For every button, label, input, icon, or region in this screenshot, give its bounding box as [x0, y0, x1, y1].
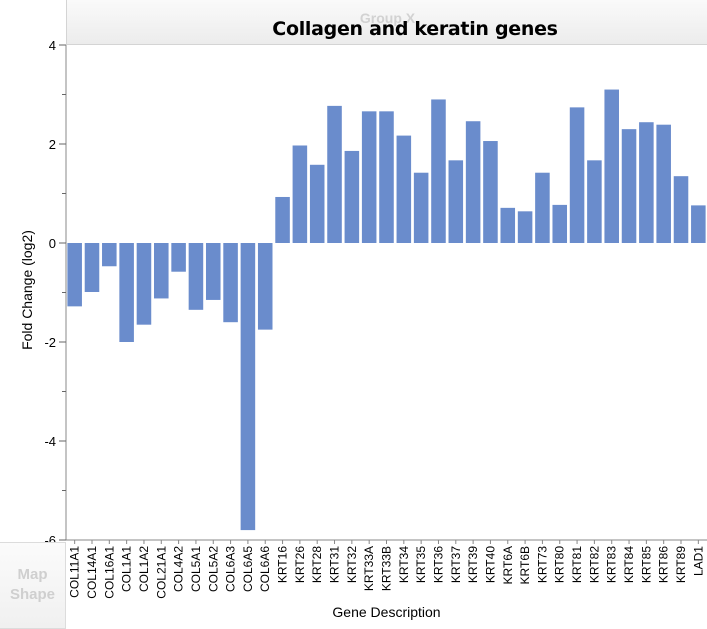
bar-col1a1[interactable]: [119, 243, 134, 342]
x-tick-label: KRT35: [414, 546, 428, 583]
x-tick-label: KRT28: [310, 546, 324, 583]
y-tick-label: -6: [44, 533, 56, 548]
x-tick-label: KRT86: [657, 546, 671, 583]
x-tick-label: KRT6B: [518, 546, 532, 584]
map-shape-line2: Shape: [9, 586, 55, 603]
x-tick-label: COL6A5: [241, 546, 255, 592]
y-tick-label: 4: [49, 38, 56, 53]
x-tick-label: COL5A1: [189, 546, 203, 592]
x-tick-label: COL1A2: [137, 546, 151, 592]
bar-krt36[interactable]: [431, 99, 446, 243]
map-shape-drop-zone[interactable]: Map Shape: [0, 542, 66, 629]
bar-krt33a[interactable]: [361, 111, 377, 243]
x-tick-label: COL14A1: [85, 546, 99, 599]
x-tick-label: KRT73: [535, 546, 549, 583]
bar-krt39[interactable]: [465, 121, 481, 243]
bar-col6a6[interactable]: [257, 243, 273, 330]
bar-col21a1[interactable]: [154, 243, 169, 299]
bar-krt84[interactable]: [621, 129, 637, 243]
x-tick-label: KRT31: [328, 546, 342, 583]
x-tick-label: KRT84: [622, 546, 636, 583]
x-tick-label: KRT33A: [362, 546, 376, 591]
bar-krt37[interactable]: [448, 160, 464, 243]
group-x-drop-zone[interactable]: Group X: [66, 0, 707, 45]
x-tick-label: KRT89: [674, 546, 688, 583]
bar-krt32[interactable]: [344, 150, 360, 243]
y-tick-label: 2: [49, 137, 56, 152]
group-x-label: Group X: [359, 10, 416, 26]
x-tick-label: KRT82: [587, 546, 601, 583]
y-tick-label: 0: [49, 236, 56, 251]
y-axis-label: Fold Change (log2): [19, 230, 35, 350]
bar-krt73[interactable]: [535, 172, 550, 243]
y-tick-label: -4: [44, 434, 56, 449]
bar-col5a2[interactable]: [205, 243, 221, 300]
bar-krt26[interactable]: [292, 145, 308, 243]
bar-krt35[interactable]: [413, 172, 429, 243]
x-tick-label: COL11A1: [68, 546, 82, 598]
x-axis-label: Gene Description: [332, 604, 441, 620]
bar-col6a3[interactable]: [223, 243, 238, 323]
bar-krt40[interactable]: [483, 141, 498, 243]
bar-krt85[interactable]: [639, 122, 654, 243]
x-tick-label: KRT85: [639, 546, 653, 583]
bar-col1a2[interactable]: [136, 243, 152, 325]
bar-krt83[interactable]: [604, 89, 619, 243]
bar-col16a1[interactable]: [102, 243, 117, 267]
x-tick-label: KRT16: [276, 546, 290, 583]
bar-krt80[interactable]: [552, 204, 568, 243]
x-tick-label: COL16A1: [102, 546, 116, 599]
bar-col6a5[interactable]: [240, 243, 256, 531]
bar-krt31[interactable]: [327, 105, 342, 243]
bar-krt16[interactable]: [275, 196, 290, 243]
bar-krt28[interactable]: [309, 164, 325, 243]
bar-krt89[interactable]: [673, 176, 689, 243]
bar-krt86[interactable]: [656, 124, 671, 243]
bar-lad1[interactable]: [691, 205, 706, 243]
bar-krt82[interactable]: [587, 160, 602, 243]
x-tick-label: KRT40: [483, 546, 497, 583]
y-tick-label: -2: [44, 335, 56, 350]
x-tick-label: KRT37: [449, 546, 463, 583]
bar-krt81[interactable]: [569, 107, 585, 244]
bar-col5a1[interactable]: [188, 243, 204, 310]
x-tick-label: KRT6A: [501, 546, 515, 584]
x-tick-label: KRT83: [605, 546, 619, 583]
x-tick-label: KRT39: [466, 546, 480, 583]
bar-col4a2[interactable]: [171, 243, 186, 272]
bar-krt34[interactable]: [396, 135, 412, 243]
x-tick-label: KRT33B: [380, 546, 394, 591]
bar-krt6b[interactable]: [517, 211, 533, 243]
x-tick-label: COL6A3: [224, 546, 238, 592]
x-tick-label: KRT36: [431, 546, 445, 583]
bar-col11a1[interactable]: [67, 243, 82, 307]
map-shape-line1: Map: [17, 566, 48, 583]
x-tick-label: COL5A2: [206, 546, 220, 592]
x-tick-label: COL1A1: [120, 546, 134, 592]
x-tick-label: LAD1: [691, 546, 705, 576]
x-tick-label: KRT26: [293, 546, 307, 583]
x-tick-label: KRT34: [397, 546, 411, 583]
x-tick-label: KRT32: [345, 546, 359, 583]
x-tick-label: KRT81: [570, 546, 584, 583]
x-tick-label: KRT80: [553, 546, 567, 583]
bar-krt6a[interactable]: [500, 207, 516, 243]
chart-title: Collagen and keratin genes: [272, 18, 558, 40]
bar-col14a1[interactable]: [84, 243, 100, 292]
bar-krt33b[interactable]: [379, 111, 394, 243]
x-tick-label: COL4A2: [172, 546, 186, 592]
x-tick-label: COL6A6: [258, 546, 272, 592]
x-tick-label: COL21A1: [154, 546, 168, 599]
